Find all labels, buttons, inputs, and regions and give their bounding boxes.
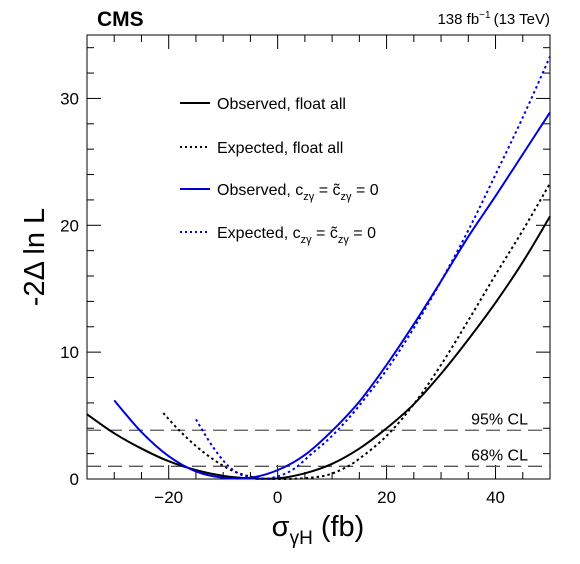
plot-frame <box>86 34 551 480</box>
x-axis-unit: (fb) <box>321 511 365 543</box>
legend: Observed, float all Expected, float all … <box>180 96 379 246</box>
series-curve-1 <box>162 182 551 481</box>
legend-entry-expected-float-all: Expected, float all <box>180 140 343 157</box>
x-tick-label: −20 <box>154 488 183 507</box>
y-tick-label: 30 <box>60 89 79 108</box>
x-axis-subscript: γH <box>290 528 313 549</box>
series-curve-3 <box>195 56 551 481</box>
legend-label-expected-czg-zero: Expected, czγ = c̃zγ = 0 <box>217 225 376 246</box>
y-tick-label: 10 <box>60 343 79 362</box>
x-tick-label: 0 <box>273 488 282 507</box>
legend-label-observed-czg-zero: Observed, czγ = c̃zγ = 0 <box>217 182 379 203</box>
x-axis-symbol: σ <box>272 511 290 543</box>
y-tick-label: 0 <box>70 470 79 489</box>
y-tick-label: 20 <box>60 216 79 235</box>
tick-labels: −20 0 20 40 0 10 20 30 <box>60 89 505 507</box>
x-axis-title: σγH (fb) <box>272 511 365 549</box>
axis-ticks <box>87 35 551 480</box>
legend-label-expected-float-all: Expected, float all <box>217 140 343 157</box>
confidence-level-lines: 95% CL 68% CL <box>87 411 550 467</box>
likelihood-curves <box>86 56 551 481</box>
series-curve-0 <box>86 215 551 480</box>
cl-reference-label: 68% CL <box>471 447 528 464</box>
lumi-exponent: −1 <box>479 10 491 21</box>
lumi-energy: (13 TeV) <box>494 11 550 28</box>
y-axis-title: -2Δ ln L <box>19 208 51 306</box>
legend-entry-observed-float-all: Observed, float all <box>180 96 346 113</box>
legend-entry-observed-czg-zero: Observed, czγ = c̃zγ = 0 <box>180 182 379 203</box>
lumi-value: 138 fb <box>437 11 479 28</box>
legend-label-observed-float-all: Observed, float all <box>217 96 346 113</box>
experiment-label: CMS <box>97 8 144 31</box>
cl-reference-label: 95% CL <box>471 411 528 428</box>
luminosity-label: 138 fb−1 (13 TeV) <box>437 10 550 28</box>
x-tick-label: 40 <box>486 488 505 507</box>
legend-entry-expected-czg-zero: Expected, czγ = c̃zγ = 0 <box>180 225 376 246</box>
x-tick-label: 20 <box>377 488 396 507</box>
series-curve-2 <box>113 111 551 480</box>
